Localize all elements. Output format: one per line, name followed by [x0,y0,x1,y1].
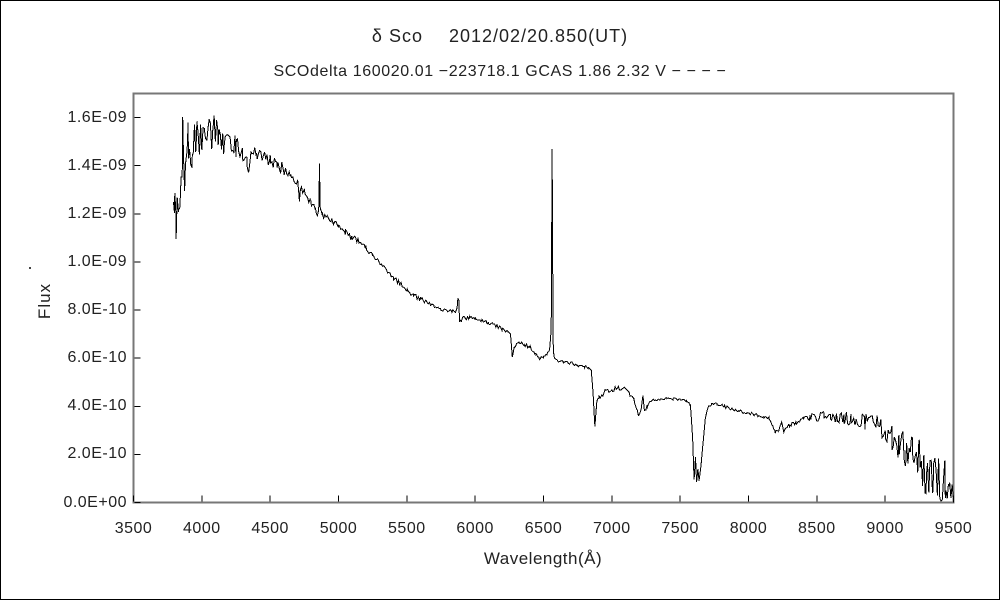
x-tick-label: 8500 [798,520,836,537]
y-tick-label: 1.4E-09 [67,156,127,174]
stray-dot-artifact [29,267,31,269]
y-tick-label: 8.0E-10 [67,301,127,319]
x-tick-label: 6500 [524,520,563,537]
x-tick-label: 3500 [114,520,153,537]
x-tick-label: 9500 [934,520,973,537]
chart-subtitle: SCOdelta 160020.01 −223718.1 GCAS 1.86 2… [273,63,727,80]
x-tick-label: 4500 [251,520,289,537]
star-name: δ Sco [371,26,423,46]
y-tick-label: 2.0E-10 [67,445,127,463]
x-tick-label: 5500 [388,520,426,537]
x-tick-label: 7000 [593,520,631,537]
x-tick-label: 8000 [729,520,768,537]
y-tick-label: 0.0E+00 [63,493,127,511]
y-tick-label: 1.6E-09 [67,108,127,126]
y-tick-label: 4.0E-10 [67,397,127,415]
x-tick-label: 6000 [456,520,494,537]
x-tick-label: 9000 [866,520,904,537]
y-axis-title: Flux [35,282,54,320]
spectrum-trace [173,115,954,503]
chart-title: δ Sco 2012/02/20.850(UT) [1,26,999,47]
x-axis-title: Wavelength(Å) [483,549,603,568]
plot-frame [132,92,955,504]
y-tick-label: 1.0E-09 [67,252,127,270]
observation-datetime: 2012/02/20.850(UT) [448,26,629,46]
x-tick-label: 7500 [661,520,699,537]
x-tick-label: 4000 [183,520,221,537]
y-tick-label: 1.2E-09 [67,204,127,222]
x-tick-label: 5000 [319,520,358,537]
y-tick-label: 6.0E-10 [67,349,127,367]
